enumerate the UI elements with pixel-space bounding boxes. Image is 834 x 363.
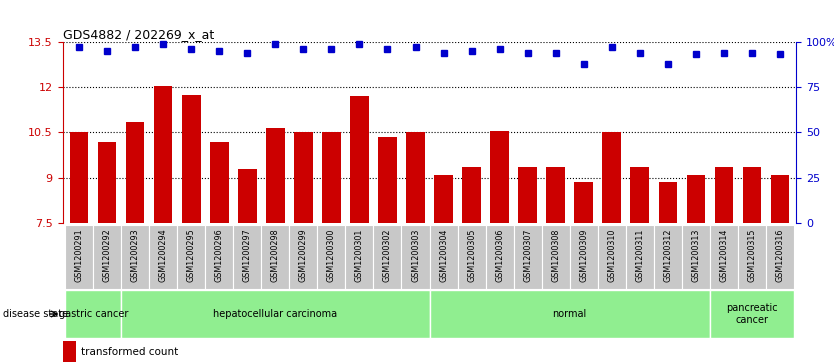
Text: normal: normal [552,309,586,319]
Text: transformed count: transformed count [81,347,178,357]
Text: GSM1200291: GSM1200291 [75,228,84,282]
Bar [458,225,485,289]
Text: GSM1200299: GSM1200299 [299,228,308,282]
Bar [681,225,710,289]
Bar [541,225,570,289]
Bar [178,225,205,289]
Bar [323,132,340,223]
Text: GSM1200316: GSM1200316 [775,228,784,282]
Bar [715,167,733,223]
Bar [659,183,676,223]
Bar [210,142,229,223]
Bar [266,128,284,223]
Bar [350,96,369,223]
Bar [546,167,565,223]
Bar [122,290,430,338]
Bar [435,175,453,223]
Text: GSM1200302: GSM1200302 [383,228,392,282]
Bar [239,169,257,223]
Bar [261,225,289,289]
Text: GSM1200312: GSM1200312 [663,228,672,282]
Bar [570,225,598,289]
Bar [294,132,313,223]
Text: GSM1200310: GSM1200310 [607,228,616,282]
Bar [771,175,789,223]
Bar [65,225,93,289]
Text: GSM1200295: GSM1200295 [187,228,196,282]
Bar [93,225,122,289]
Bar [345,225,374,289]
Bar [602,132,620,223]
Text: GSM1200303: GSM1200303 [411,228,420,282]
Bar [631,167,649,223]
Bar [710,290,794,338]
Bar [490,131,509,223]
Bar [126,122,144,223]
Bar [519,167,536,223]
Bar [430,290,710,338]
Text: GSM1200315: GSM1200315 [747,228,756,282]
Text: GSM1200298: GSM1200298 [271,228,280,282]
Bar [318,225,345,289]
Bar [149,225,178,289]
Text: gastric cancer: gastric cancer [58,309,128,319]
Bar [686,175,705,223]
Bar [766,225,794,289]
Text: GSM1200296: GSM1200296 [215,228,224,282]
Bar [737,225,766,289]
Text: hepatocellular carcinoma: hepatocellular carcinoma [214,309,338,319]
Text: GSM1200305: GSM1200305 [467,228,476,282]
Text: pancreatic
cancer: pancreatic cancer [726,303,777,325]
Bar [63,341,76,362]
Bar [122,225,149,289]
Text: GSM1200307: GSM1200307 [523,228,532,282]
Text: GSM1200301: GSM1200301 [355,228,364,282]
Bar [406,132,425,223]
Text: GSM1200306: GSM1200306 [495,228,504,282]
Bar [289,225,318,289]
Bar [430,225,458,289]
Bar [98,142,117,223]
Bar [379,137,397,223]
Bar [205,225,234,289]
Text: GSM1200308: GSM1200308 [551,228,560,282]
Bar [598,225,626,289]
Bar [374,225,401,289]
Text: GDS4882 / 202269_x_at: GDS4882 / 202269_x_at [63,28,214,41]
Text: GSM1200297: GSM1200297 [243,228,252,282]
Text: disease state: disease state [3,309,68,319]
Bar [154,86,173,223]
Bar [514,225,541,289]
Bar [710,225,737,289]
Bar [65,290,122,338]
Bar [654,225,681,289]
Bar [742,167,761,223]
Text: GSM1200311: GSM1200311 [636,228,644,282]
Bar [70,132,88,223]
Bar [183,95,200,223]
Bar [462,167,480,223]
Text: GSM1200309: GSM1200309 [579,228,588,282]
Bar [401,225,430,289]
Bar [575,183,593,223]
Text: GSM1200294: GSM1200294 [159,228,168,282]
Text: GSM1200304: GSM1200304 [439,228,448,282]
Bar [485,225,514,289]
Text: GSM1200314: GSM1200314 [719,228,728,282]
Bar [626,225,654,289]
Bar [234,225,261,289]
Text: GSM1200300: GSM1200300 [327,228,336,282]
Text: GSM1200293: GSM1200293 [131,228,140,282]
Text: GSM1200313: GSM1200313 [691,228,700,282]
Text: GSM1200292: GSM1200292 [103,228,112,282]
